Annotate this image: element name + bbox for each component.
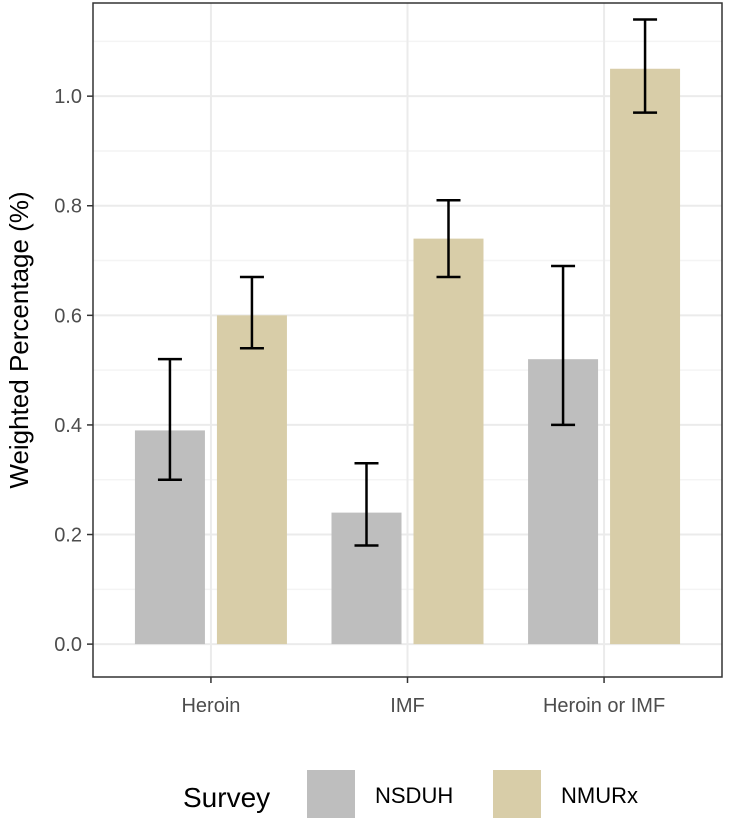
error-bar [633,18,658,114]
x-axis: Heroin IMF Heroin or IMF [181,677,665,717]
error-bar [436,199,461,279]
x-tick-label: Heroin or IMF [543,695,665,717]
grid-lines [93,3,722,677]
bar-nmurx-heroin-or-imf [610,68,681,645]
y-tick-label: 0.6 [54,305,82,327]
error-bar [157,357,182,481]
x-tick-label: IMF [390,695,424,717]
error-bar [239,275,264,350]
legend-label-nsduh: NSDUH [375,783,453,808]
bar-nmurx-heroin [216,315,287,645]
y-tick-label: 1.0 [54,86,82,108]
legend-label-nmurx: NMURx [561,783,638,808]
y-tick-label: 0.8 [54,196,82,218]
y-tick-label: 0.2 [54,525,82,547]
x-tick-label: Heroin [181,695,240,717]
legend-key-nmurx [493,770,541,818]
error-bar [551,264,576,427]
error-bar [354,462,379,547]
bar-nmurx-imf [413,238,484,645]
legend-key-nsduh [307,770,355,818]
y-axis: 0.0 0.2 0.4 0.6 0.8 1.0 [54,86,93,656]
legend: Survey NSDUH NMURx [183,770,638,818]
bars [134,68,681,645]
y-tick-label: 0.0 [54,634,82,656]
y-axis-title: Weighted Percentage (%) [4,191,34,488]
error-bars [157,18,658,547]
y-tick-label: 0.4 [54,415,82,437]
legend-title: Survey [183,782,270,813]
